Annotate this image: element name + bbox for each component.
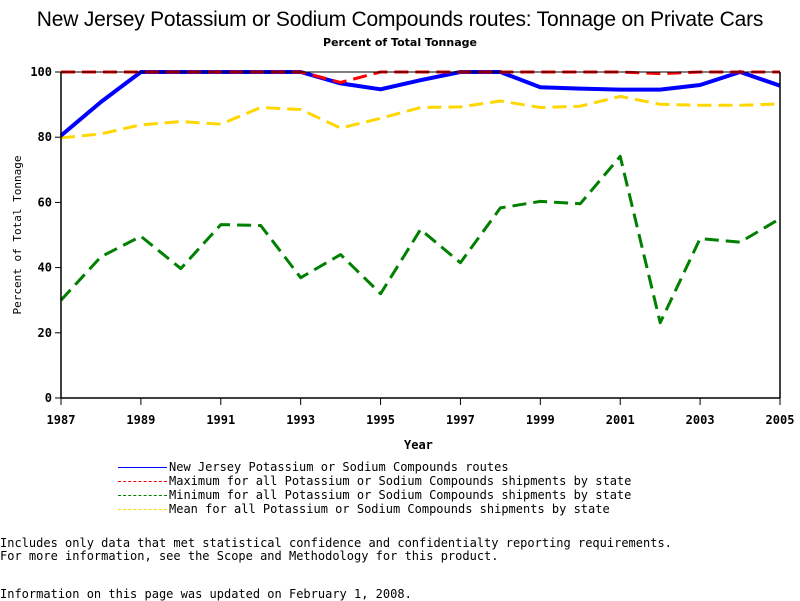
y-axis-title: Percent of Total Tonnage <box>11 156 24 315</box>
series-layer <box>61 72 780 323</box>
x-tick-label: 2005 <box>766 413 795 427</box>
y-axis-ticks: 0 20 40 60 80 100 <box>30 65 61 405</box>
footer-note-confidence: Includes only data that met statistical … <box>0 536 672 550</box>
x-tick-label: 1989 <box>126 413 155 427</box>
x-axis-title: Year <box>404 438 433 452</box>
legend-item-minimum: Minimum for all Potassium or Sodium Comp… <box>118 488 631 502</box>
y-tick-label: 100 <box>30 65 52 79</box>
x-tick-label: 1997 <box>446 413 475 427</box>
x-axis-ticks: 1987 1989 1991 1993 1995 1997 1999 2001 2003 2005 <box>47 398 795 427</box>
legend-swatch-green-dashed <box>118 495 167 496</box>
series-minimum-line <box>61 156 780 322</box>
legend-swatch-yellow-dashed <box>118 509 167 510</box>
legend-swatch-red-dashed <box>118 481 167 482</box>
legend-label: Minimum for all Potassium or Sodium Comp… <box>169 488 631 502</box>
legend-swatch-blue-solid <box>118 467 167 468</box>
series-mean-line <box>61 96 780 137</box>
y-tick-label: 20 <box>38 326 52 340</box>
legend-item-mean: Mean for all Potassium or Sodium Compoun… <box>118 502 631 516</box>
footer-updated-date: Information on this page was updated on … <box>0 587 412 601</box>
x-tick-label: 1993 <box>286 413 315 427</box>
line-chart: 1987 1989 1991 1993 1995 1997 1999 2001 2003 2005… <box>0 0 800 460</box>
x-tick-label: 1991 <box>206 413 235 427</box>
legend-item-new-jersey: New Jersey Potassium or Sodium Compounds… <box>118 460 631 474</box>
x-tick-label: 2001 <box>606 413 635 427</box>
footer-note-methodology: For more information, see the Scope and … <box>0 549 499 563</box>
x-tick-label: 1999 <box>526 413 555 427</box>
legend-label: Mean for all Potassium or Sodium Compoun… <box>169 502 610 516</box>
legend-label: New Jersey Potassium or Sodium Compounds… <box>169 460 509 474</box>
legend-label: Maximum for all Potassium or Sodium Comp… <box>169 474 631 488</box>
y-tick-label: 40 <box>38 261 52 275</box>
x-tick-label: 1995 <box>366 413 395 427</box>
y-tick-label: 80 <box>38 130 52 144</box>
x-tick-label: 2003 <box>686 413 715 427</box>
legend: New Jersey Potassium or Sodium Compounds… <box>118 460 631 516</box>
y-tick-label: 60 <box>38 195 52 209</box>
x-tick-label: 1987 <box>47 413 76 427</box>
y-tick-label: 0 <box>45 391 52 405</box>
series-new-jersey-line <box>61 72 780 136</box>
legend-item-maximum: Maximum for all Potassium or Sodium Comp… <box>118 474 631 488</box>
